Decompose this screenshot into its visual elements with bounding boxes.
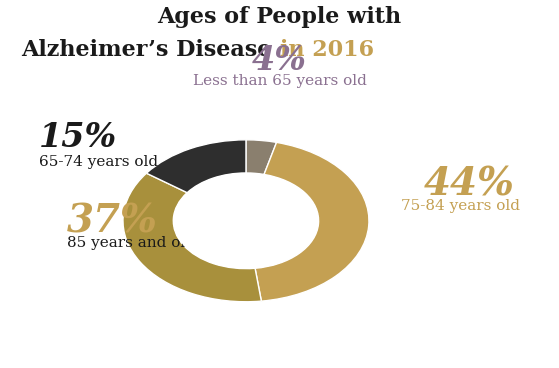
Text: 15%: 15%: [39, 121, 117, 155]
Circle shape: [173, 173, 319, 269]
Text: 75-84 years old: 75-84 years old: [401, 199, 520, 213]
Text: 44%: 44%: [423, 166, 514, 204]
Text: Alzheimer’s Disease: Alzheimer’s Disease: [21, 39, 280, 61]
Wedge shape: [246, 140, 277, 174]
Text: Ages of People with: Ages of People with: [158, 6, 401, 28]
Text: 4%: 4%: [252, 44, 307, 77]
Wedge shape: [255, 142, 369, 301]
Wedge shape: [123, 173, 262, 302]
Text: 65-74 years old: 65-74 years old: [39, 155, 158, 169]
Text: Less than 65 years old: Less than 65 years old: [192, 74, 367, 88]
Wedge shape: [146, 140, 246, 193]
Text: 37%: 37%: [67, 202, 158, 240]
Text: 85 years and older: 85 years and older: [67, 236, 211, 250]
Text: in 2016: in 2016: [280, 39, 373, 61]
